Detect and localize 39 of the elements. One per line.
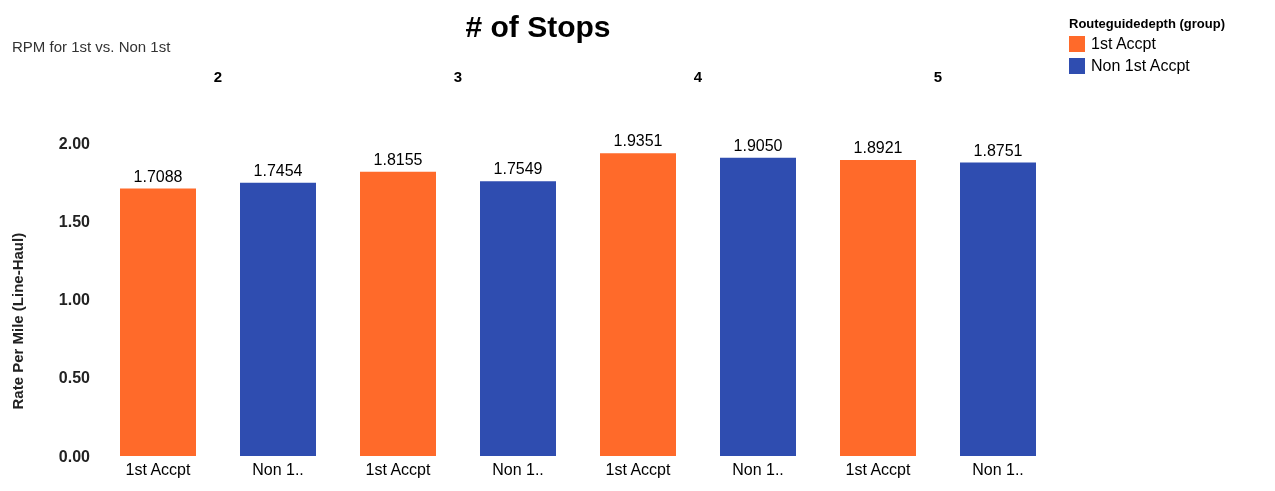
x-tick-label: 1st Accpt xyxy=(365,461,432,479)
x-tick-label: 1st Accpt xyxy=(845,461,912,479)
x-tick-label: Non 1.. xyxy=(972,461,1024,479)
data-label: 1.7088 xyxy=(133,167,183,185)
bar xyxy=(480,181,556,456)
y-axis-title: Rate Per Mile (Line-Haul) xyxy=(9,232,27,410)
x-tick-label: 1st Accpt xyxy=(605,461,672,479)
y-tick-label: 2.00 xyxy=(58,134,91,152)
data-label: 1.9351 xyxy=(613,132,663,150)
legend-label: Non 1st Accpt xyxy=(1091,57,1190,75)
chart-title: # of Stops xyxy=(465,10,611,43)
legend-label: 1st Accpt xyxy=(1091,35,1156,53)
text: 2 xyxy=(212,68,224,85)
y-tick-label: 0.00 xyxy=(58,447,91,465)
x-tick-label: Non 1.. xyxy=(732,461,784,479)
bar xyxy=(720,157,796,456)
y-tick-label: 1.50 xyxy=(58,212,91,230)
x-tick-label: Non 1.. xyxy=(492,461,544,479)
bar xyxy=(240,182,316,456)
bar xyxy=(960,162,1036,456)
data-label: 1.8921 xyxy=(853,138,903,156)
x-tick-label: Non 1.. xyxy=(252,461,304,479)
text: 3 xyxy=(452,68,464,85)
data-label: 1.8751 xyxy=(973,141,1023,159)
data-label: 1.7454 xyxy=(253,161,303,179)
bar xyxy=(360,171,436,456)
text: 5 xyxy=(932,68,944,85)
y-tick-label: 1.00 xyxy=(58,291,91,309)
bar xyxy=(600,153,676,456)
text: 4 xyxy=(692,68,704,85)
data-label: 1.9050 xyxy=(733,136,783,154)
data-label: 1.7549 xyxy=(493,160,543,178)
y-tick-label: 0.50 xyxy=(58,369,91,387)
bar xyxy=(120,188,196,456)
chart-subtitle: RPM for 1st vs. Non 1st xyxy=(12,38,171,55)
data-label: 1.8155 xyxy=(373,150,423,168)
legend-title: Routeguidedepth (group) xyxy=(1069,16,1226,31)
x-tick-label: 1st Accpt xyxy=(125,461,192,479)
bar xyxy=(840,159,916,456)
